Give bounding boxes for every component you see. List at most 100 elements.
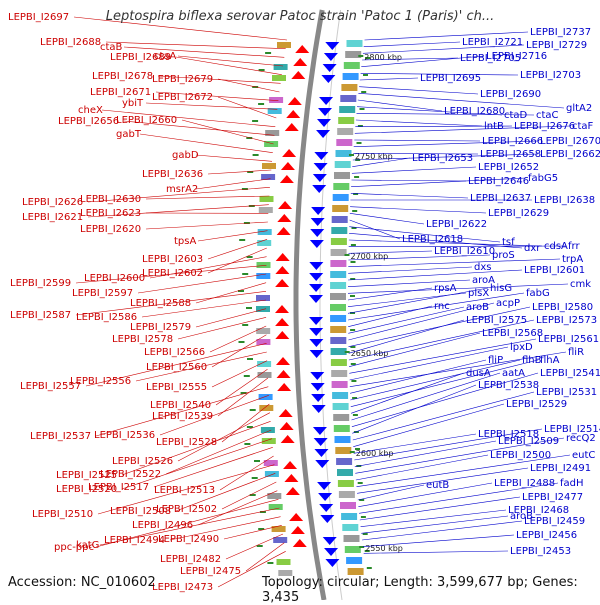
left-gene-label: ybiT (122, 98, 144, 109)
right-gene-label: LEPBI_I2637 (470, 193, 531, 204)
tick-mark (350, 329, 355, 331)
right-gene-label: fadH (560, 478, 584, 489)
forward-gene-arrow (309, 328, 323, 336)
right-gene-label: LEPBI_I2575 (466, 315, 527, 326)
right-gene-label: gltA2 (566, 103, 592, 114)
right-gene-label: LEPBI_I2638 (534, 195, 595, 206)
forward-gene-arrow (309, 262, 323, 270)
right-gene-label: LEPBI_I2695 (420, 73, 481, 84)
right-gene-label: recQ2 (566, 433, 596, 444)
tick-mark (361, 91, 366, 93)
right-gene-label: LEPBI_I2573 (536, 315, 597, 326)
forward-gene-arrow (314, 152, 328, 160)
reverse-gene-arrow (277, 227, 291, 235)
feature-block (331, 359, 347, 366)
right-gene-label: LEPBI_I2670 (540, 136, 600, 147)
reverse-gene-arrow (291, 526, 305, 534)
reverse-gene-arrow (276, 357, 290, 365)
scale-tick (349, 154, 354, 156)
left-gene-label: LEPBI_I2528 (156, 437, 217, 448)
tick-mark (253, 154, 259, 156)
forward-gene-arrow (318, 108, 332, 116)
forward-gene-arrow (310, 350, 324, 358)
forward-gene-arrow (313, 174, 327, 182)
right-gene-label: ctaC (536, 110, 559, 121)
right-gene-label: LEPBI_I2568 (482, 328, 543, 339)
left-gene-label: LEPBI_I2679 (152, 74, 213, 85)
left-leader-line (140, 134, 273, 153)
forward-gene-arrow (310, 229, 324, 237)
scale-tick (345, 254, 350, 256)
left-gene-label: LEPBI_I2600 (84, 273, 145, 284)
left-leader-line (146, 222, 268, 229)
right-gene-label: LEPBI_I2680 (444, 106, 505, 117)
left-leader-line (218, 79, 280, 92)
tick-mark (244, 375, 250, 377)
scale-tick (345, 351, 350, 353)
forward-gene-arrow (311, 207, 325, 215)
feature-block (257, 262, 271, 268)
feature-block (265, 471, 279, 477)
reverse-gene-arrow (275, 318, 289, 326)
right-leader-line (348, 270, 522, 280)
tick-mark (239, 239, 245, 241)
left-gene-label: LEPBI_I2539 (152, 411, 213, 422)
right-gene-label: LEPBI_I2703 (520, 70, 581, 81)
left-leader-line (196, 309, 266, 327)
left-leader-line (178, 56, 283, 66)
feature-block (256, 328, 270, 334)
scale-tick (350, 451, 355, 453)
left-gene-label: gabT (116, 129, 142, 140)
left-leader-line (96, 387, 268, 436)
right-gene-label: LEPBI_I2658 (480, 149, 541, 160)
forward-gene-arrow (311, 394, 325, 402)
feature-block (334, 425, 350, 432)
reverse-gene-arrow (281, 435, 295, 443)
left-gene-label: LEPBI_I2587 (10, 310, 71, 321)
feature-block (272, 75, 286, 81)
reverse-gene-arrow (291, 71, 305, 79)
right-leader-line (356, 120, 482, 126)
reverse-gene-arrow (275, 305, 289, 313)
left-leader-line (178, 317, 266, 339)
tick-mark (247, 358, 253, 360)
scale-label: 2800 kbp (364, 53, 402, 62)
reverse-gene-arrow (280, 422, 294, 430)
tick-mark (353, 414, 358, 416)
feature-block (333, 414, 349, 421)
right-gene-label: flhB (522, 355, 542, 366)
reverse-gene-arrow (279, 409, 293, 417)
left-gene-label: LEPBI_I2526 (112, 456, 173, 467)
tick-mark (242, 273, 248, 275)
left-gene-label: LEPBI_I2586 (76, 312, 137, 323)
tick-mark (267, 562, 273, 564)
right-gene-label: LEPBI_I2662 (540, 149, 600, 160)
right-gene-label: dxs (474, 262, 491, 273)
right-gene-label: LEPBI_I2622 (426, 219, 487, 230)
feature-block (339, 491, 355, 498)
left-leader-line (196, 179, 271, 189)
left-gene-label: LEPBI_I2623 (80, 208, 141, 219)
right-gene-label: lntB (484, 121, 504, 132)
reverse-gene-arrow (275, 331, 289, 339)
feature-block (332, 216, 348, 223)
feature-block (256, 273, 270, 279)
left-leader-line (208, 248, 267, 273)
feature-block (259, 207, 273, 213)
right-leader-line (349, 320, 534, 360)
right-gene-label: LEPBI_I2652 (478, 162, 539, 173)
tick-mark (360, 108, 365, 110)
feature-block (336, 458, 352, 465)
tick-mark (252, 120, 258, 122)
tick-mark (351, 363, 356, 365)
right-gene-label: LEPBI_I2580 (532, 302, 593, 313)
feature-block (344, 62, 360, 69)
left-gene-label: katG (76, 540, 99, 551)
reverse-gene-arrow (278, 201, 292, 209)
scale-tick (358, 55, 363, 57)
left-gene-label: LEPBI_I2660 (116, 115, 177, 126)
feature-block (342, 524, 358, 531)
feature-block (331, 370, 347, 377)
left-gene-label: LEPBI_I2473 (152, 582, 213, 593)
